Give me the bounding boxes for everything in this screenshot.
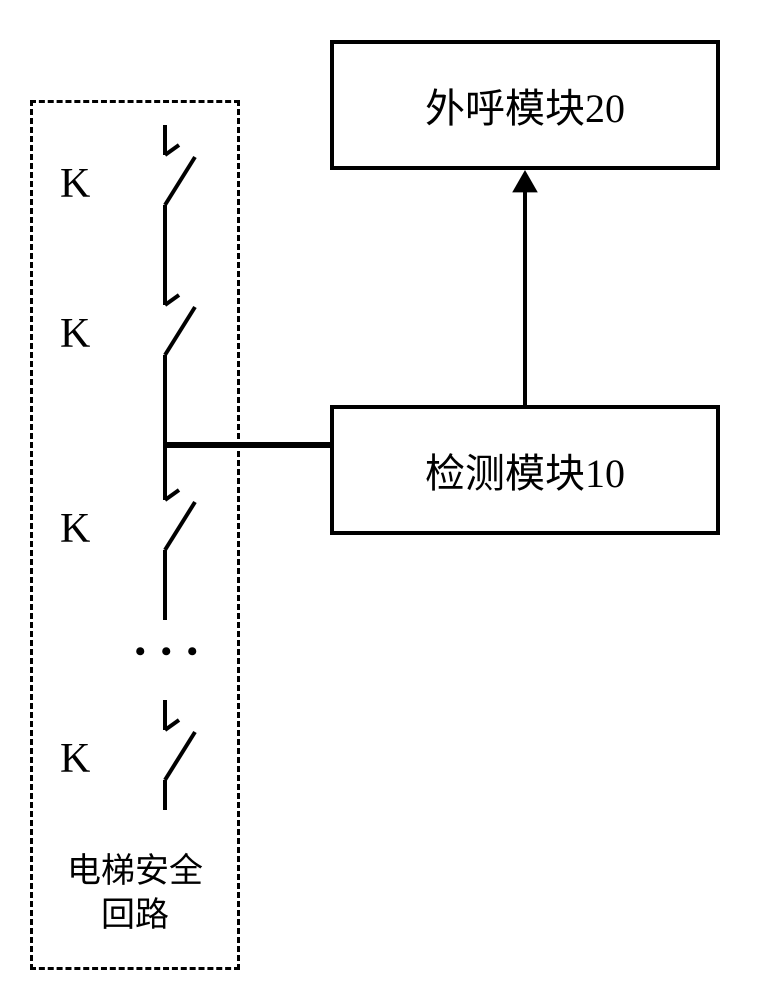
diagram-root: { "colors": { "stroke": "#000000", "back… xyxy=(0,0,767,1000)
ellipsis: • • • xyxy=(135,635,202,669)
switch-label-k: K xyxy=(60,310,90,358)
switch-label-k: K xyxy=(60,505,90,553)
switch-label-k: K xyxy=(60,735,90,783)
caption-line2: 回路 xyxy=(101,897,169,934)
detect-module-label: 检测模块10 xyxy=(425,441,625,499)
outbound-module-label: 外呼模块20 xyxy=(425,76,625,134)
safety-loop-caption: 电梯安全 回路 xyxy=(30,850,240,938)
switch-label-k: K xyxy=(60,160,90,208)
detect-module-box: 检测模块10 xyxy=(330,405,720,535)
caption-line1: 电梯安全 xyxy=(67,853,203,890)
outbound-module-box: 外呼模块20 xyxy=(330,40,720,170)
